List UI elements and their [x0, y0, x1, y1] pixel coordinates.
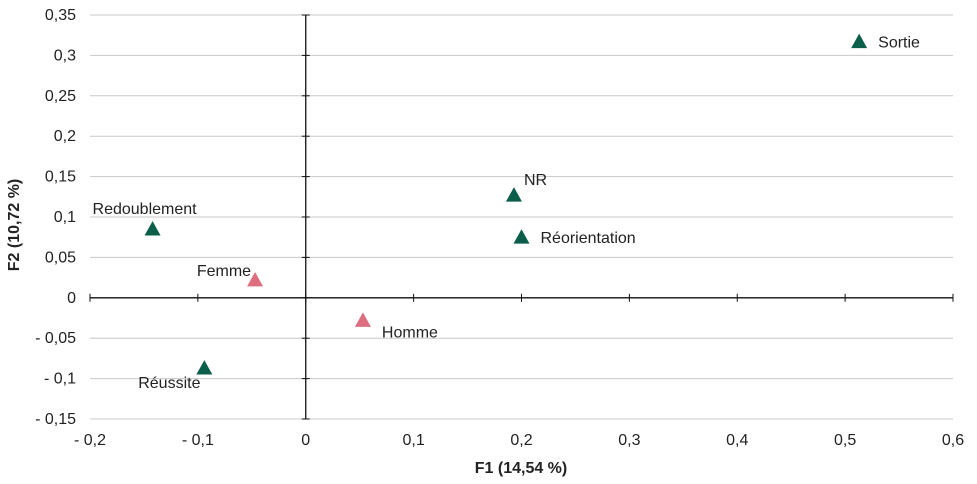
point-label: Homme	[382, 324, 438, 341]
y-axis-ticks: 0,35 0,3 0,25 0,2 0,15 0,1 0,05 0 - 0,05 - 0,1 - 0…	[35, 7, 310, 428]
point-label: NR	[524, 172, 547, 189]
x-axis-ticks: - 0,2 - 0,1 0 0,1 0,2 0,3 0,4 0,5 0,6	[74, 293, 964, 449]
point-marker-sortie	[851, 33, 868, 49]
point-label: Réussite	[138, 375, 200, 392]
y-axis-title: F2 (10,72 %)	[6, 179, 23, 271]
y-tick-label: - 0,1	[44, 371, 76, 388]
point-label: Réorientation	[541, 230, 636, 247]
x-tick-label: - 0,1	[182, 432, 214, 449]
x-tick-label: 0,5	[834, 432, 856, 449]
y-tick-label: 0,05	[45, 249, 76, 266]
point-marker-réorientation	[513, 229, 530, 244]
y-tick-label: 0	[67, 290, 76, 307]
y-tick-label: 0,1	[54, 209, 76, 226]
y-tick-label: 0,15	[45, 169, 76, 186]
y-tick-label: - 0,15	[35, 411, 76, 428]
y-tick-label: - 0,05	[35, 330, 76, 347]
x-tick-label: 0,6	[942, 432, 964, 449]
point-marker-nr	[505, 187, 522, 202]
point-label: Femme	[197, 263, 251, 280]
gridlines	[90, 14, 953, 420]
x-tick-label: 0	[301, 432, 310, 449]
point-marker-réussite	[196, 360, 213, 375]
y-tick-label: 0,2	[54, 128, 76, 145]
point-marker-femme	[247, 272, 264, 287]
x-tick-label: 0,2	[510, 432, 532, 449]
y-tick-label: 0,3	[54, 47, 76, 64]
x-tick-label: 0,1	[403, 432, 425, 449]
y-tick-label: 0,35	[45, 7, 76, 24]
x-tick-label: 0,4	[726, 432, 748, 449]
x-tick-label: - 0,2	[74, 432, 106, 449]
y-tick-label: 0,25	[45, 88, 76, 105]
x-axis-title: F1 (14,54 %)	[475, 460, 567, 477]
point-marker-redoublement	[144, 221, 161, 236]
x-tick-label: 0,3	[618, 432, 640, 449]
point-label: Sortie	[878, 35, 920, 52]
point-label: Redoublement	[93, 201, 198, 218]
point-marker-homme	[354, 312, 371, 327]
data-points: Sortie NR Réorientation Redoublement Femme Ho…	[93, 33, 920, 392]
